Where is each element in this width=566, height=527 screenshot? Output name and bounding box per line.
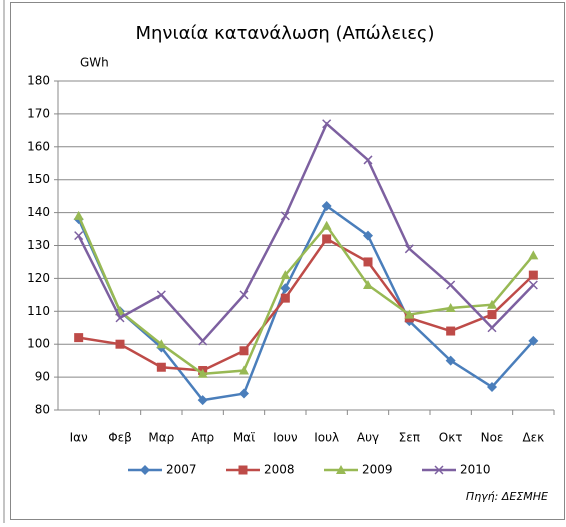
data-point (446, 280, 456, 290)
data-point (445, 355, 456, 366)
data-point (528, 335, 539, 346)
data-point (115, 339, 125, 349)
x-tick-label: Νοε (481, 431, 504, 445)
x-tick-label: Ιαν (70, 431, 88, 445)
x-tick-label: Σεπ (399, 431, 420, 445)
data-point (198, 336, 208, 346)
data-point (446, 326, 456, 336)
series-line (78, 237, 535, 372)
data-point (487, 310, 497, 320)
chart-border (10, 2, 565, 520)
data-point (239, 388, 249, 399)
y-tick-label: 110 (27, 304, 50, 318)
series-line (77, 215, 535, 376)
data-point (197, 395, 208, 406)
x-tick-label: Μαρ (148, 431, 174, 445)
x-tick-label: Αυγ (357, 431, 379, 445)
data-point (74, 333, 84, 343)
y-tick-label: 160 (27, 139, 50, 153)
data-point (487, 299, 497, 309)
data-point (280, 293, 290, 303)
data-point (528, 250, 539, 260)
data-point (280, 270, 291, 280)
data-point (239, 346, 249, 356)
x-tick-label: Φεβ (108, 431, 132, 445)
legend-marker (238, 465, 248, 475)
y-tick-label: 140 (27, 205, 50, 219)
data-point (239, 290, 249, 300)
data-point (363, 279, 373, 289)
y-axis-label: GWh (80, 56, 109, 70)
y-tick-label: 150 (27, 172, 50, 186)
data-point (528, 280, 538, 290)
series-line (77, 204, 535, 402)
legend-label: 2010 (460, 463, 491, 477)
source: Πηγή: ΔΕΣΜΗΕ (466, 490, 548, 503)
data-point (404, 244, 414, 254)
data-point (156, 339, 167, 349)
data-point (363, 257, 373, 267)
data-point (156, 362, 166, 372)
y-tick-label: 130 (27, 238, 50, 252)
legend-label: 2009 (362, 463, 393, 477)
x-tick-label: Ιουλ (314, 431, 339, 445)
data-point (321, 220, 332, 230)
series-line (77, 121, 535, 343)
data-point (363, 230, 373, 241)
data-point (73, 210, 84, 220)
data-point (280, 211, 290, 221)
data-point (197, 368, 208, 378)
data-point (156, 290, 166, 300)
y-tick-label: 90 (35, 370, 50, 384)
data-point (487, 381, 497, 392)
data-point (487, 323, 497, 333)
x-tick-label: Απρ (191, 431, 214, 445)
y-tick-label: 100 (27, 337, 50, 351)
data-point (74, 231, 84, 241)
x-tick-label: Οκτ (439, 431, 463, 445)
data-point (115, 313, 125, 323)
data-point (322, 119, 332, 129)
data-point (404, 309, 415, 319)
x-tick-label: Ιουν (273, 431, 298, 445)
data-point (528, 270, 538, 280)
data-point (363, 155, 373, 165)
y-tick-label: 180 (27, 74, 50, 88)
y-tick-label: 120 (27, 271, 50, 285)
y-tick-label: 170 (27, 106, 50, 120)
data-point (280, 283, 291, 294)
data-point (321, 201, 332, 212)
data-point (322, 234, 332, 244)
legend-marker (140, 465, 150, 475)
data-point (239, 365, 249, 375)
data-point (445, 303, 456, 313)
legend-label: 2008 (264, 463, 295, 477)
x-tick-label: Δεκ (522, 431, 544, 445)
legend-marker (434, 465, 444, 475)
legend-marker (336, 465, 346, 474)
legend-label: 2007 (166, 463, 197, 477)
x-tick-label: Μαϊ (233, 431, 255, 445)
y-tick-label: 80 (35, 403, 50, 417)
chart-title: Μηνιαία κατανάλωση (Απώλειες) (135, 23, 434, 44)
